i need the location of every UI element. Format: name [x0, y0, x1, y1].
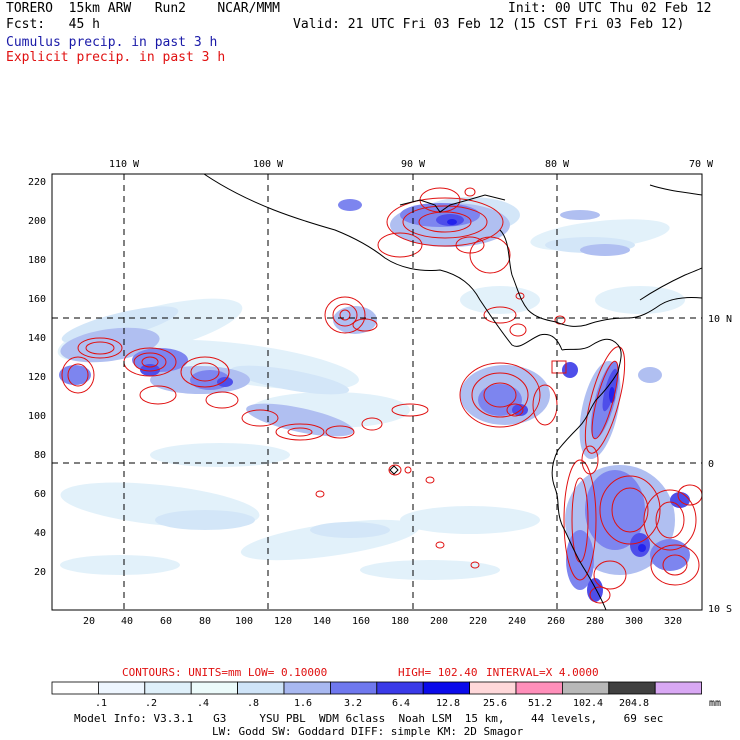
colorbar-label: 3.2 — [344, 698, 362, 709]
y-tick-label: 140 — [28, 333, 46, 344]
x-tick-label: 300 — [625, 616, 643, 627]
forecast-hour: Fcst: 45 h — [6, 17, 100, 32]
x-tick-label: 120 — [274, 616, 292, 627]
x-tick-label: 280 — [586, 616, 604, 627]
explicit-precip-contours — [61, 187, 702, 604]
colorbar-label: 204.8 — [619, 698, 649, 709]
lon-label: 110 W — [109, 159, 140, 170]
lon-label: 90 W — [401, 159, 426, 170]
colorbar — [51, 681, 703, 695]
colorbar-unit: mm — [709, 698, 721, 709]
contour-high: HIGH= 102.40 — [398, 666, 477, 679]
lon-label: 80 W — [545, 159, 570, 170]
colorbar-label: .4 — [197, 698, 209, 709]
x-tick-label: 220 — [469, 616, 487, 627]
init-time: Init: 00 UTC Thu 02 Feb 12 — [508, 1, 712, 16]
lon-label: 70 W — [689, 159, 714, 170]
x-tick-label: 180 — [391, 616, 409, 627]
x-tick-label: 260 — [547, 616, 565, 627]
lat-label: 10 N — [708, 314, 732, 325]
model-info: Model Info: V3.3.1 G3 YSU PBL WDM 6class… — [74, 712, 664, 725]
colorbar-label: .1 — [95, 698, 107, 709]
map-frame — [51, 173, 703, 611]
lat-label: 0 — [708, 459, 714, 470]
y-tick-label: 60 — [34, 489, 46, 500]
x-tick-label: 20 — [83, 616, 95, 627]
colorbar-label: 1.6 — [294, 698, 312, 709]
colorbar-label: 6.4 — [392, 698, 410, 709]
contour-interval: INTERVAL=X 4.0000 — [486, 666, 599, 679]
lon-label: 100 W — [253, 159, 284, 170]
lat-lon-grid — [52, 174, 702, 610]
y-tick-label: 20 — [34, 567, 46, 578]
x-tick-label: 40 — [121, 616, 133, 627]
x-tick-label: 140 — [313, 616, 331, 627]
y-tick-label: 40 — [34, 528, 46, 539]
lat-label: 10 S — [708, 604, 732, 615]
colorbar-label: .2 — [145, 698, 157, 709]
colorbar-label: 25.6 — [483, 698, 507, 709]
model-title: TORERO 15km ARW Run2 NCAR/MMM — [6, 1, 280, 16]
colorbar-label: .8 — [247, 698, 259, 709]
contour-units: CONTOURS: UNITS=mm LOW= 0.10000 — [122, 666, 327, 679]
x-tick-label: 100 — [235, 616, 253, 627]
x-tick-label: 240 — [508, 616, 526, 627]
legend-explicit: Explicit precip. in past 3 h — [6, 50, 226, 65]
x-tick-label: 320 — [664, 616, 682, 627]
x-tick-label: 60 — [160, 616, 172, 627]
coastlines — [203, 174, 702, 610]
colorbar-label: 102.4 — [573, 698, 603, 709]
x-tick-label: 160 — [352, 616, 370, 627]
legend-cumulus: Cumulus precip. in past 3 h — [6, 35, 218, 50]
model-physics: LW: Godd SW: Goddard DIFF: simple KM: 2D… — [212, 725, 524, 738]
x-tick-label: 200 — [430, 616, 448, 627]
x-tick-label: 80 — [199, 616, 211, 627]
valid-time: Valid: 21 UTC Fri 03 Feb 12 (15 CST Fri … — [293, 17, 685, 32]
y-tick-label: 220 — [28, 177, 46, 188]
colorbar-label: 51.2 — [528, 698, 552, 709]
y-tick-label: 80 — [34, 450, 46, 461]
y-tick-label: 120 — [28, 372, 46, 383]
y-tick-label: 200 — [28, 216, 46, 227]
y-tick-label: 100 — [28, 411, 46, 422]
colorbar-label: 12.8 — [436, 698, 460, 709]
y-tick-label: 180 — [28, 255, 46, 266]
y-tick-label: 160 — [28, 294, 46, 305]
